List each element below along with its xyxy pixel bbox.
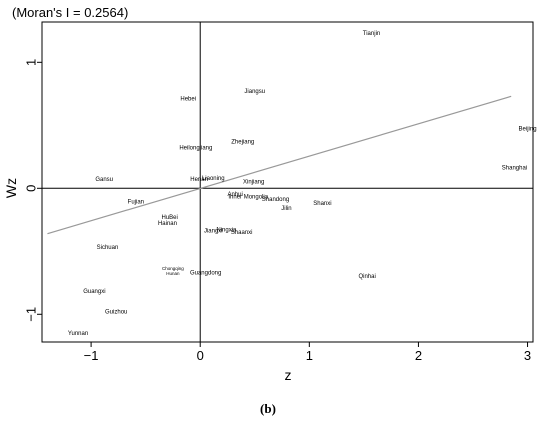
- point-label: Shanxi: [313, 201, 331, 207]
- point-label: Sichuan: [97, 245, 119, 251]
- chart-title: (Moran's I = 0.2564): [12, 5, 128, 20]
- x-tick-label: 0: [197, 348, 204, 363]
- point-label: Ningxia: [216, 227, 237, 233]
- point-label: Jiangxi: [204, 229, 223, 235]
- y-tick-label: 0: [23, 185, 38, 192]
- x-axis-label: z: [285, 367, 292, 383]
- point-label: Zhejiang: [231, 139, 254, 145]
- point-label: Hainan: [158, 221, 177, 227]
- figure-caption: (b): [260, 401, 276, 416]
- point-label: Shaanxi: [231, 230, 253, 236]
- point-label: Heilongjiang: [179, 146, 212, 152]
- y-tick-label: 1: [23, 59, 38, 66]
- point-label: Guangdong: [190, 270, 221, 276]
- point-label: Qinhai: [358, 274, 375, 280]
- point-label: Shanghai: [502, 166, 527, 172]
- point-label: Liaoning: [202, 176, 225, 182]
- x-tick-label: 2: [415, 348, 422, 363]
- point-label: Hunan: [166, 271, 180, 276]
- point-label: Fujian: [128, 200, 144, 206]
- point-label: Guangxi: [83, 289, 105, 295]
- point-label: Inner Mongolia: [228, 195, 268, 201]
- point-label: Jilin: [281, 206, 291, 212]
- point-label: Beijing: [519, 127, 537, 133]
- plot-frame: [41, 21, 534, 343]
- y-axis-label: Wz: [3, 178, 19, 198]
- x-tick-label: 3: [524, 348, 531, 363]
- y-tick-label: −1: [23, 307, 38, 322]
- point-label: Xinjiang: [243, 180, 264, 186]
- point-label: Gansu: [95, 177, 113, 183]
- x-tick-label: −1: [84, 348, 99, 363]
- point-label: Shandong: [262, 197, 289, 203]
- point-label: Yunnan: [68, 331, 88, 337]
- point-label: Chongqing: [162, 266, 184, 271]
- point-label: Jiangsu: [244, 89, 265, 95]
- point-label: Hebei: [180, 96, 196, 102]
- point-label: Tianjin: [363, 31, 380, 37]
- point-label: HuBei: [161, 215, 177, 221]
- plot-area: −1 0 1 2 3 −1 0 1 Tianjin Jiangsu Hebei Beijing Zhej…: [23, 21, 537, 363]
- x-tick-label: 1: [306, 348, 313, 363]
- point-label: Anhui: [227, 192, 242, 198]
- point-label: Guizhou: [105, 309, 127, 315]
- point-label: Henan: [190, 177, 208, 183]
- regression-line: [47, 95, 512, 235]
